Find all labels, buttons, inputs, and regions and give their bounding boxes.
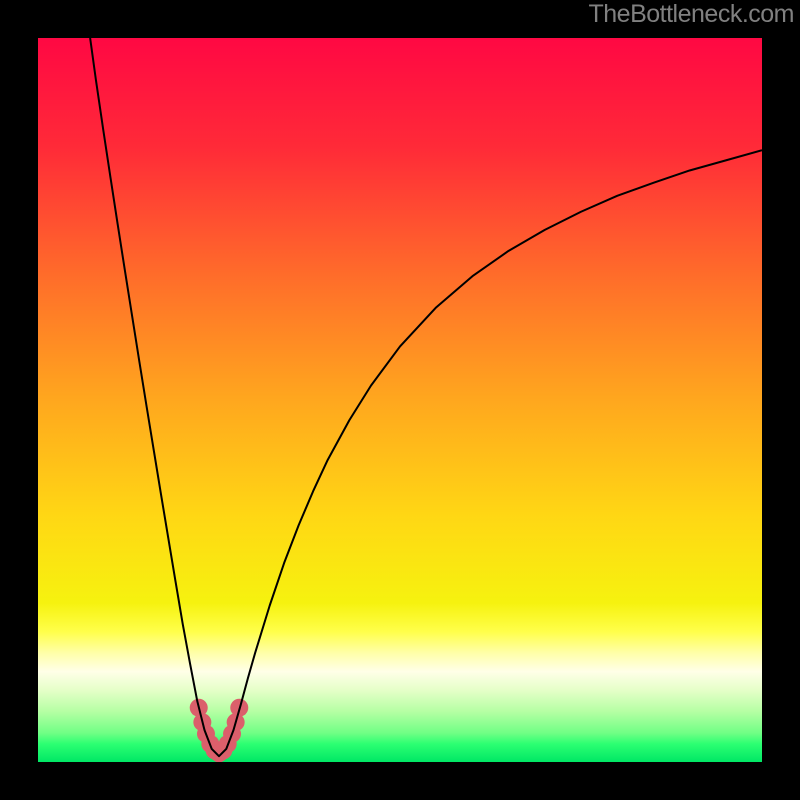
figure: TheBottleneck.com xyxy=(0,0,800,800)
watermark-text: TheBottleneck.com xyxy=(589,0,795,29)
plot-svg xyxy=(38,38,762,762)
plot-area xyxy=(38,38,762,762)
gradient-background xyxy=(38,38,762,762)
